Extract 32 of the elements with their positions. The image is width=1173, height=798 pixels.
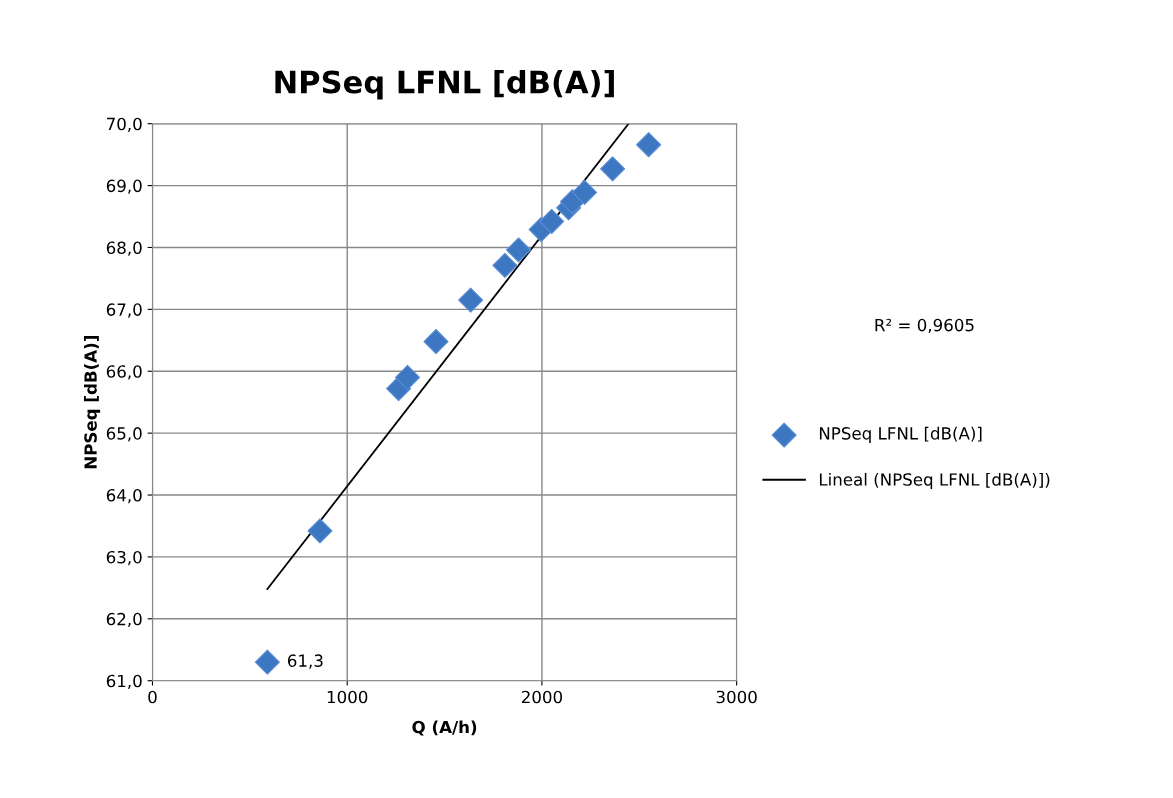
legend-label: NPSeq LFNL [dB(A)] (819, 426, 982, 443)
x-axis-title: Q (A/h) (412, 720, 477, 736)
y-tick-label: 63,0 (106, 550, 142, 566)
point (505, 237, 532, 263)
point (394, 364, 421, 391)
y-tick-label: 69,0 (106, 179, 142, 194)
point (423, 328, 449, 355)
point (539, 208, 565, 235)
y-tick-label: 66,0 (106, 365, 142, 380)
y-tick-label: 67,0 (106, 303, 142, 318)
y-tick-label: 68,0 (106, 241, 142, 256)
x-tick-label: 0 (148, 690, 157, 704)
legend-label: Lineal (NPSeq LFNL [dB(A)]) (819, 472, 1050, 490)
chart-title: NPSeq LFNL [dB(A)] (275, 69, 614, 100)
x-tick-label: 2000 (521, 690, 563, 704)
point (492, 252, 518, 278)
point (571, 179, 598, 205)
y-axis-title: NPSeq [dB(A)] (83, 336, 101, 469)
x-tick-label: 3000 (716, 690, 757, 704)
y-tick-label: 61,0 (106, 674, 142, 689)
point (254, 649, 280, 675)
point (458, 287, 484, 313)
x-tick-label: 1000 (327, 690, 368, 704)
point (307, 518, 333, 544)
y-tick-label: 70,0 (107, 117, 142, 132)
text: R² = 0,9605 (875, 318, 974, 334)
point (636, 132, 662, 158)
y-tick-label: 64,0 (106, 488, 142, 504)
point (600, 156, 626, 182)
y-tick-label: 65,0 (106, 427, 142, 442)
data-label: 61,3 (287, 654, 323, 669)
y-tick-label: 62,0 (106, 612, 142, 628)
